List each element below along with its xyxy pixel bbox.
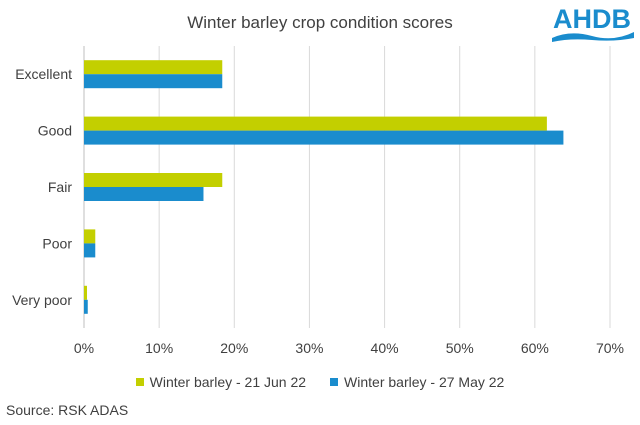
bar-fair-series-1 [84,173,223,187]
legend-swatch-series-1 [135,378,144,386]
x-tick-label: 60% [521,340,549,356]
x-tick-label: 0% [74,340,94,356]
logo-text: AHDB [553,4,631,34]
bar-good-series-1 [84,116,547,131]
logo-wave [552,32,634,42]
x-tick-label: 40% [371,340,399,356]
bar-fair-series-2 [84,187,204,201]
legend-label-series-1: Winter barley - 21 Jun 22 [149,374,307,390]
category-label: Good [38,123,72,139]
legend-label-series-2: Winter barley - 27 May 22 [344,374,505,390]
category-label: Fair [48,179,72,195]
bar-excellent-series-1 [84,60,223,75]
legend-item-series-2: Winter barley - 27 May 22 [330,374,504,390]
bar-poor-series-2 [84,243,96,258]
category-label: Poor [42,235,72,251]
category-label: Excellent [15,66,72,82]
plot-area: Excellent Good Fair Poor Very poor 0% 10% 20% 3… [12,46,624,356]
x-tick-label: 10% [145,340,173,356]
x-tick-label: 20% [220,340,248,356]
legend-swatch-series-2 [330,378,339,386]
category-label: Very poor [12,292,72,308]
x-tick-labels: 0% 10% 20% 30% 40% 50% 60% 70% [74,340,624,356]
category-labels: Excellent Good Fair Poor Very poor [12,66,72,308]
legend-item-series-1: Winter barley - 21 Jun 22 [135,374,307,390]
ahdb-logo: AHDB [552,4,634,42]
bars [84,60,564,314]
x-tick-label: 30% [295,340,323,356]
chart-title: Winter barley crop condition scores [187,13,453,32]
bar-good-series-2 [84,130,564,145]
bar-very-poor-series-2 [84,299,88,314]
x-tick-label: 70% [596,340,624,356]
x-tick-label: 50% [446,340,474,356]
bar-very-poor-series-1 [84,285,88,300]
legend: Winter barley - 21 Jun 22 Winter barley … [0,374,640,390]
source-note: Source: RSK ADAS [6,402,129,418]
bar-poor-series-1 [84,229,96,244]
bar-excellent-series-2 [84,74,223,89]
